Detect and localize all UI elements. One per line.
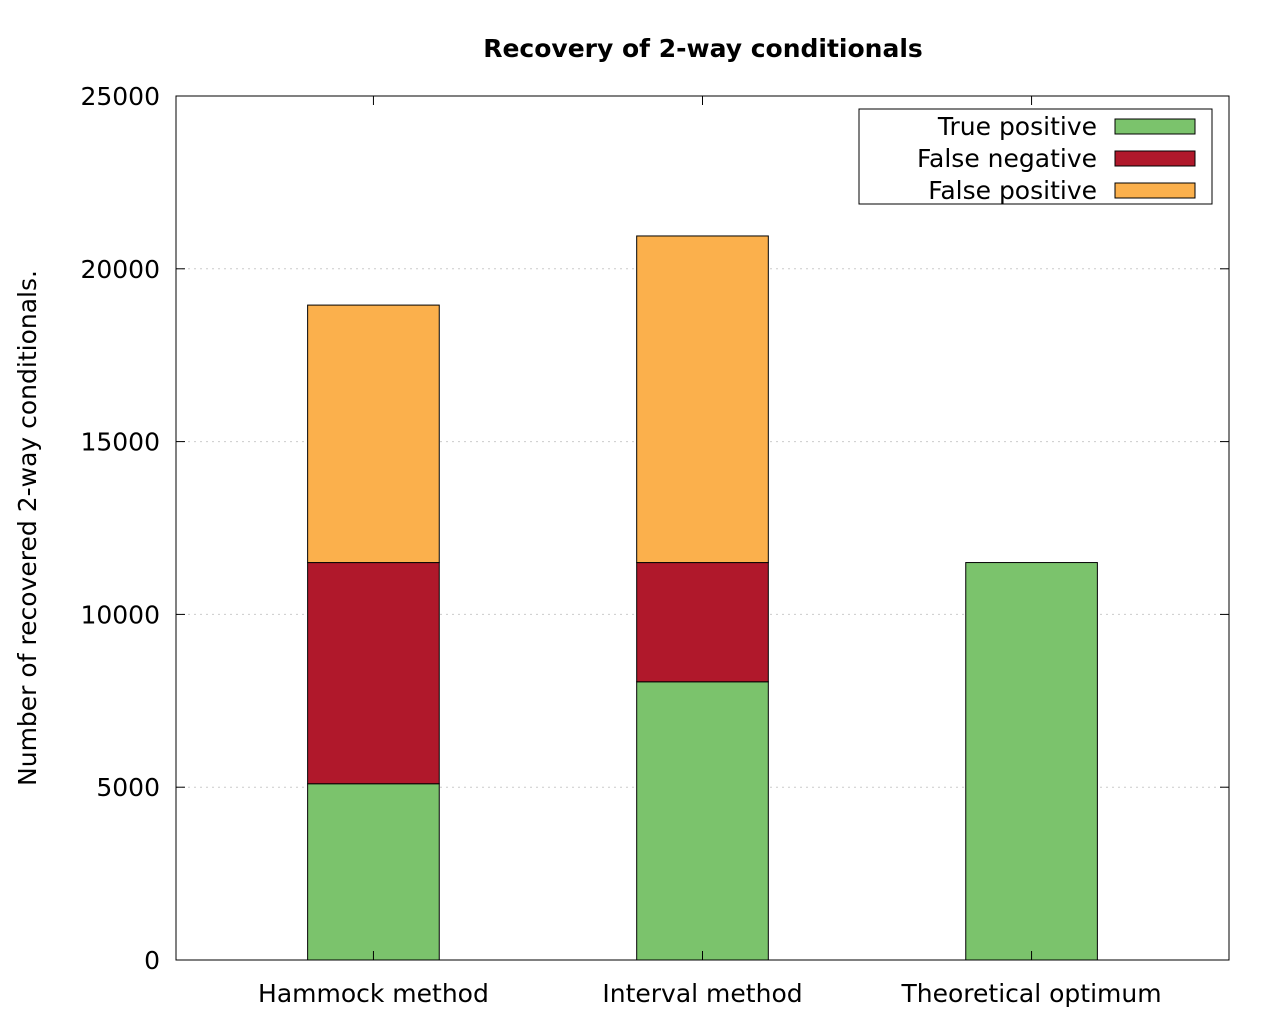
y-tick-label: 15000 <box>80 428 160 457</box>
legend-swatch <box>1114 182 1196 199</box>
legend-swatch <box>1114 150 1196 167</box>
x-axis-ticks: Hammock method Interval method Theoretical… <box>258 96 1162 1008</box>
y-tick-label: 20000 <box>80 255 160 284</box>
legend-label: True positive <box>937 112 1097 141</box>
bar-segment <box>307 304 440 564</box>
legend: True positive False negative False positiv… <box>858 108 1213 205</box>
y-tick-label: 25000 <box>80 82 160 111</box>
x-tick-label: Interval method <box>602 979 802 1008</box>
y-axis-ticks: 0 5000 10000 15000 20000 25000 <box>80 82 1229 975</box>
y-axis-label: Number of recovered 2-way conditionals. <box>13 270 42 786</box>
bar-segment <box>636 681 769 961</box>
bar-segment <box>636 235 769 564</box>
y-tick-label: 0 <box>144 946 160 975</box>
legend-swatch <box>1114 118 1196 135</box>
bar-segment <box>307 562 440 785</box>
chart-title: Recovery of 2-way conditionals <box>483 34 923 63</box>
legend-label: False negative <box>917 144 1097 173</box>
x-tick-label: Theoretical optimum <box>901 979 1162 1008</box>
bar-segment <box>965 562 1098 961</box>
legend-label: False positive <box>928 176 1097 205</box>
bar-segment <box>636 562 769 683</box>
y-tick-label: 5000 <box>96 773 160 802</box>
bars <box>307 235 1098 961</box>
x-tick-label: Hammock method <box>258 979 489 1008</box>
bar-segment <box>307 783 440 961</box>
y-tick-label: 10000 <box>80 600 160 629</box>
